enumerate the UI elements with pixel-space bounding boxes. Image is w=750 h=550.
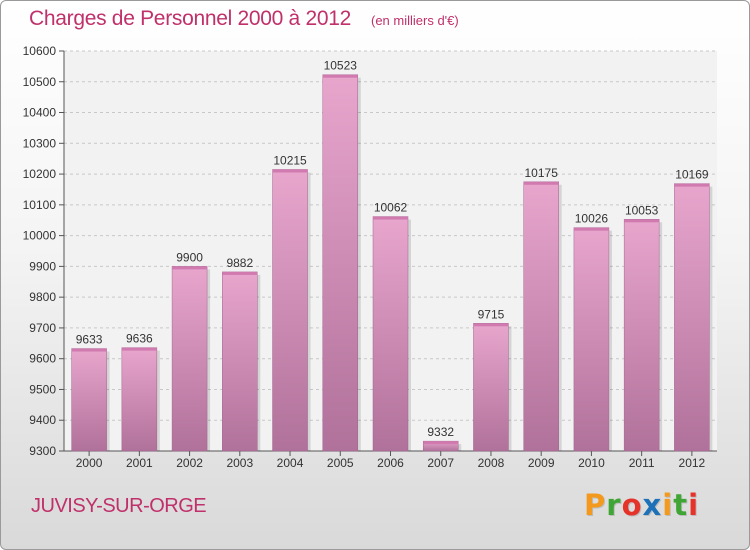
- bar-2009: [523, 181, 559, 452]
- y-tick-label: 9300: [29, 444, 56, 458]
- bar-2002: [171, 266, 208, 452]
- y-tick-label: 9500: [29, 382, 56, 396]
- logo-letter: o: [621, 488, 643, 522]
- x-tick-label-2006: 2006: [377, 456, 404, 470]
- x-tick-label-2012: 2012: [679, 456, 706, 470]
- logo-letter: i: [688, 488, 700, 522]
- logo-letter: P: [584, 488, 607, 522]
- bar-top-edge: [423, 441, 459, 445]
- x-tick-label-2011: 2011: [629, 456, 655, 470]
- bar-top-edge: [322, 74, 358, 78]
- bar-2011: [623, 219, 660, 452]
- x-tick-label-2007: 2007: [427, 456, 454, 470]
- y-tick-label: 9800: [29, 290, 56, 304]
- value-label-2004: 10215: [273, 153, 307, 167]
- bar-top-edge: [71, 348, 107, 352]
- value-label-2008: 9715: [478, 307, 505, 321]
- bar-top-edge: [172, 266, 208, 270]
- x-tick-label-2009: 2009: [528, 456, 555, 470]
- value-label-2005: 10523: [324, 59, 358, 73]
- x-tick-label-2008: 2008: [478, 456, 505, 470]
- bar-2001: [121, 347, 158, 452]
- city-name: JUVISY-SUR-ORGE: [31, 495, 207, 517]
- bar-top-edge: [624, 219, 660, 223]
- value-label-2012: 10169: [675, 168, 709, 182]
- y-tick-label: 10400: [23, 106, 57, 120]
- bar-2012: [674, 183, 710, 452]
- y-tick-label: 10600: [23, 44, 57, 58]
- value-label-2002: 9900: [176, 250, 203, 264]
- y-tick-label: 9400: [29, 413, 56, 427]
- bar-2004: [272, 169, 308, 452]
- y-tick-label: 10300: [23, 136, 57, 150]
- bar-top-edge: [222, 271, 258, 275]
- bar-top-edge: [272, 169, 308, 173]
- value-label-2007: 9332: [427, 425, 454, 439]
- value-label-2010: 10026: [575, 212, 609, 226]
- bar-top-edge: [373, 216, 408, 220]
- bar-2005: [322, 74, 359, 452]
- value-label-2009: 10175: [525, 166, 559, 180]
- value-label-2006: 10062: [374, 201, 408, 215]
- value-label-2003: 9882: [226, 256, 253, 270]
- y-tick-label: 9900: [29, 259, 56, 273]
- logo-letter: i: [662, 488, 674, 522]
- bar-2008: [473, 323, 509, 452]
- y-tick-label: 10200: [23, 167, 57, 181]
- chart-title: Charges de Personnel 2000 à 2012: [29, 7, 351, 30]
- y-tick-label: 9700: [29, 321, 56, 335]
- bar-top-edge: [473, 323, 509, 327]
- x-tick-label-2002: 2002: [176, 456, 203, 470]
- bar-top-edge: [674, 183, 710, 187]
- bar-2000: [71, 348, 107, 452]
- value-label-2000: 9633: [76, 333, 103, 347]
- bar-top-edge: [573, 227, 609, 231]
- y-tick-label: 9600: [29, 352, 56, 366]
- x-tick-label-2005: 2005: [327, 456, 354, 470]
- logo-letter: t: [673, 488, 689, 522]
- bar-top-edge: [523, 181, 559, 185]
- y-tick-label: 10000: [23, 229, 57, 243]
- y-tick-label: 10100: [23, 198, 57, 212]
- bar-2010: [573, 227, 610, 452]
- value-label-2011: 10053: [625, 203, 659, 217]
- x-tick-label-2003: 2003: [226, 456, 253, 470]
- proxiti-logo: Proxiti: [584, 488, 699, 522]
- logo-letter: x: [642, 488, 663, 522]
- bar-2006: [372, 216, 409, 452]
- x-tick-label-2000: 2000: [76, 456, 103, 470]
- chart-subtitle: (en milliers d'€): [371, 13, 459, 28]
- x-tick-label-2010: 2010: [578, 456, 605, 470]
- value-label-2001: 9636: [126, 332, 153, 346]
- bar-2003: [222, 271, 258, 452]
- x-tick-label-2001: 2001: [126, 456, 153, 470]
- logo-letter: r: [606, 488, 622, 522]
- bar-top-edge: [121, 347, 157, 351]
- x-tick-label-2004: 2004: [277, 456, 304, 470]
- y-tick-label: 10500: [23, 75, 57, 89]
